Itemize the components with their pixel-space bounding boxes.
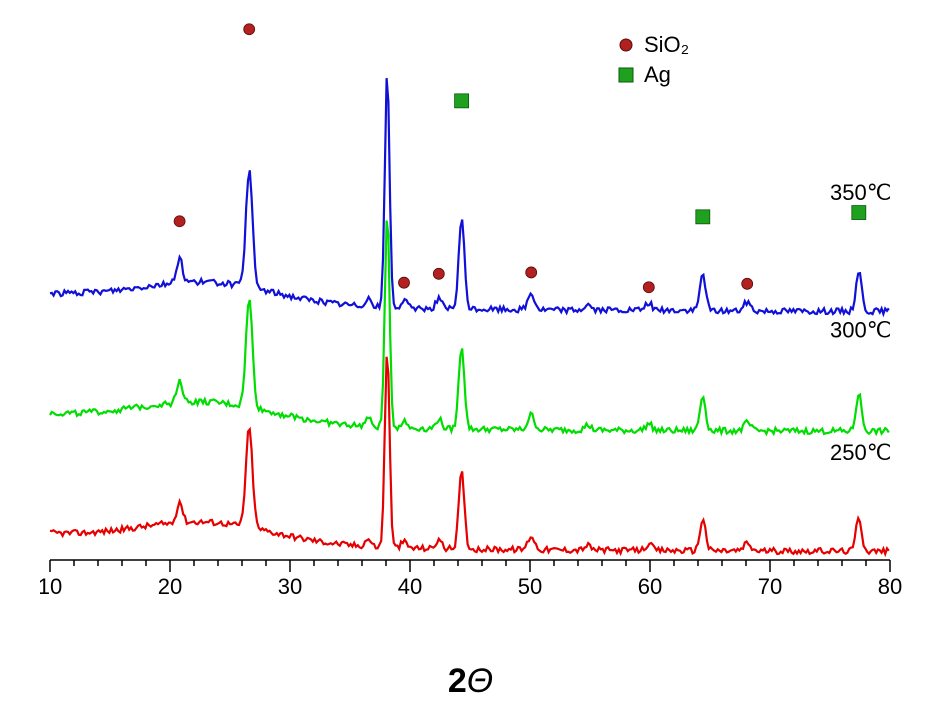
sio2-marker [526, 267, 537, 278]
x-tick-label: 80 [878, 574, 902, 599]
x-tick-label: 60 [638, 574, 662, 599]
x-tick-label: 10 [40, 574, 62, 599]
trace-350C [50, 78, 889, 314]
xlabel-2: 2 [448, 662, 467, 700]
legend-label: Ag [644, 62, 671, 87]
xlabel-theta: Θ [467, 662, 493, 700]
ag-marker [696, 210, 710, 224]
x-tick-label: 30 [278, 574, 302, 599]
trace-250C [50, 357, 889, 554]
x-tick-label: 20 [158, 574, 182, 599]
legend-sio2-icon [620, 39, 632, 51]
legend-ag-icon [619, 68, 633, 82]
x-tick-label: 50 [518, 574, 542, 599]
plot-svg: 10 20 30 40 50 60 70 80 SiO₂ Ag 250℃ 300℃ 350℃ [40, 15, 910, 615]
sio2-marker [742, 278, 753, 289]
ag-marker [455, 94, 469, 108]
trace-label-350C: 350℃ [830, 180, 891, 205]
trace-label-300C: 300℃ [830, 318, 891, 343]
x-axis-label: 2Θ [448, 662, 493, 701]
x-tick-label: 70 [758, 574, 782, 599]
sio2-marker [643, 282, 654, 293]
xrd-chart: 10 20 30 40 50 60 70 80 SiO₂ Ag 250℃ 300℃ 350℃ 2Θ [0, 0, 941, 706]
x-tick-label: 40 [398, 574, 422, 599]
legend-label: SiO₂ [644, 32, 689, 57]
sio2-marker [433, 268, 444, 279]
trace-label-250C: 250℃ [830, 440, 891, 465]
ag-marker [852, 206, 866, 220]
trace-300C [50, 221, 889, 434]
sio2-marker [244, 24, 255, 35]
sio2-marker [399, 277, 410, 288]
sio2-marker [174, 216, 185, 227]
